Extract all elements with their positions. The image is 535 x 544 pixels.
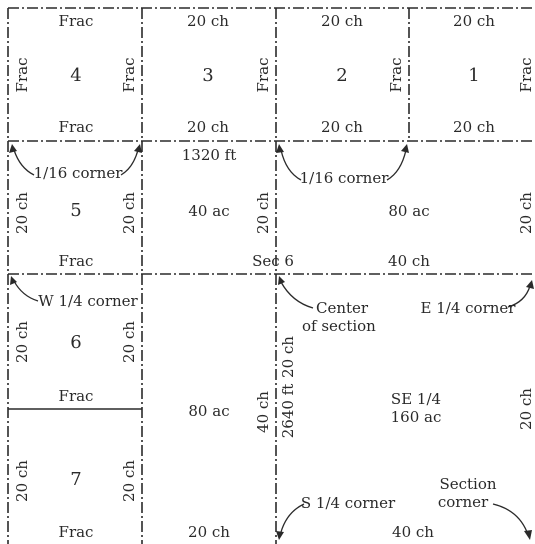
label-ch-right-lot6: 20 ch <box>120 321 138 363</box>
label-frac-right-lot4: Frac <box>120 58 138 93</box>
label-frac-right-lot1: Frac <box>517 58 535 93</box>
arrowhead-section-corner <box>524 530 532 540</box>
arrowhead-w-1-4 <box>10 276 17 285</box>
label-w-1-4-corner: W 1/4 corner <box>38 292 138 310</box>
label-frac-right-lot2: Frac <box>387 58 405 93</box>
label-ch-top-lot2: 20 ch <box>321 12 363 30</box>
lot-number-1: 1 <box>468 65 479 86</box>
arrowhead-center <box>278 276 285 285</box>
label-1320-ft: 1320 ft <box>182 146 237 164</box>
arrow-s-1-4 <box>280 503 305 533</box>
label-e-1-4-corner: E 1/4 corner <box>421 299 517 317</box>
arrowhead-s-1-4 <box>276 531 284 540</box>
lot-number-5: 5 <box>70 200 81 221</box>
lot-number-7: 7 <box>70 469 81 490</box>
label-frac-left-lot4: Frac <box>13 58 31 93</box>
label-frac-bottom-lot5: Frac <box>59 252 94 270</box>
lot-number-6: 6 <box>70 332 81 353</box>
arrow-w-1-4 <box>13 280 39 302</box>
label-80-ac-sw: 80 ac <box>188 402 229 420</box>
arrow-center <box>280 281 314 309</box>
label-sec-6: Sec 6 <box>252 252 294 270</box>
arrowhead-e-1-4 <box>526 280 534 289</box>
label-1-16-corner-right: 1/16 corner <box>300 169 390 187</box>
arrowhead-1-16-left-a <box>9 144 17 153</box>
label-ch-right-edge-row2: 20 ch <box>517 192 535 234</box>
lot-number-2: 2 <box>336 65 347 86</box>
label-se-1-4: SE 1/4 <box>391 390 441 408</box>
label-ch-bottom-lot3: 20 ch <box>187 118 229 136</box>
label-frac-bottom-lot7: Frac <box>59 523 94 541</box>
label-2640-ft: 2640 ft <box>279 384 297 439</box>
arrow-1-16-left-b <box>120 149 139 176</box>
arrow-1-16-right-a <box>280 149 302 181</box>
label-ch-left-lot7: 20 ch <box>13 460 31 502</box>
label-frac-top-lot4: Frac <box>59 12 94 30</box>
lot-number-3: 3 <box>202 65 213 86</box>
label-40-ac: 40 ac <box>188 202 229 220</box>
label-ch-center-vertical: 20 ch <box>279 336 297 378</box>
label-frac-right-lot3: Frac <box>254 58 272 93</box>
arrowhead-1-16-right-b <box>401 144 409 153</box>
label-ch-right-edge-row4: 20 ch <box>517 388 535 430</box>
label-ch-bottom-sw: 20 ch <box>188 523 230 541</box>
label-40-ch-bottom: 40 ch <box>392 523 434 541</box>
arrow-section-corner <box>492 503 528 533</box>
label-ch-right-lot5: 20 ch <box>120 192 138 234</box>
arrow-e-1-4 <box>507 285 531 308</box>
label-1-16-corner-left: 1/16 corner <box>34 164 124 182</box>
label-ch-top-lot3: 20 ch <box>187 12 229 30</box>
arrow-1-16-right-b <box>386 149 407 181</box>
label-ch-bottom-lot2: 20 ch <box>321 118 363 136</box>
label-40-ch-row2: 40 ch <box>388 252 430 270</box>
label-ch-bottom-lot1: 20 ch <box>453 118 495 136</box>
label-center-line1: Center <box>316 299 369 317</box>
label-ch-left-lot5: 20 ch <box>13 192 31 234</box>
arrowhead-1-16-left-b <box>134 144 142 153</box>
label-section-corner-line1: Section <box>439 475 496 493</box>
label-frac-bottom-lot6: Frac <box>59 387 94 405</box>
label-40-ch-vertical: 40 ch <box>254 391 272 433</box>
label-ch-top-lot1: 20 ch <box>453 12 495 30</box>
label-ch-left-lot6: 20 ch <box>13 321 31 363</box>
label-section-corner-line2: corner <box>438 493 489 511</box>
arrowhead-1-16-right-a <box>276 144 284 153</box>
label-ch-right-lot7: 20 ch <box>120 460 138 502</box>
arrow-1-16-left-a <box>13 149 35 176</box>
label-160-ac: 160 ac <box>391 408 442 426</box>
label-frac-bottom-lot4: Frac <box>59 118 94 136</box>
label-80-ac-ne: 80 ac <box>388 202 429 220</box>
lot-number-4: 4 <box>70 65 81 86</box>
label-ch-mid-row2: 20 ch <box>254 192 272 234</box>
label-s-1-4-corner: S 1/4 corner <box>301 494 396 512</box>
label-center-line2: of section <box>302 317 376 335</box>
